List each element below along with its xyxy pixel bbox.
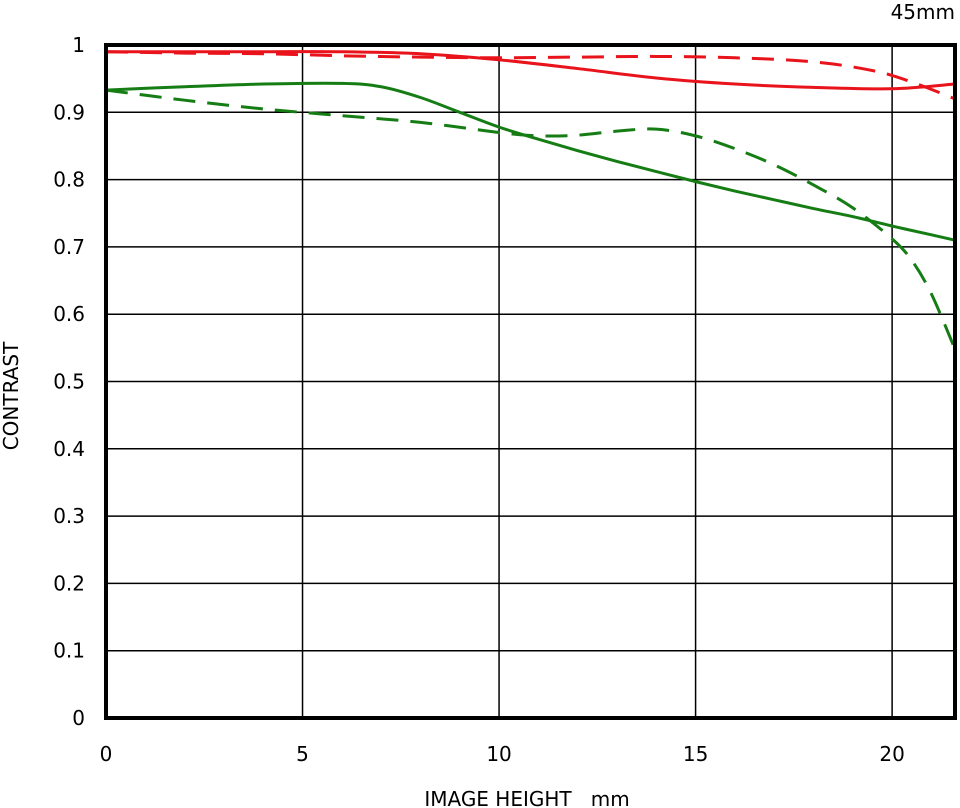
- y-tick-label: 0.7: [53, 235, 85, 259]
- series-group: [105, 50, 957, 350]
- y-tick-label: 1: [72, 33, 85, 57]
- series-line-1: [105, 50, 956, 91]
- x-axis-title: IMAGE HEIGHT mm: [424, 787, 629, 808]
- x-tick-label: 0: [100, 742, 113, 766]
- series-line-4: [105, 88, 957, 350]
- y-tick-label: 0.6: [53, 302, 85, 326]
- y-tick-label: 0.3: [53, 504, 85, 528]
- x-tick-label: 20: [879, 742, 904, 766]
- x-tick-label: 5: [296, 742, 309, 766]
- y-axis-title: CONTRAST: [0, 341, 23, 450]
- y-tick-label: 0.8: [53, 168, 85, 192]
- series-line-3: [105, 81, 956, 242]
- grid: [105, 44, 955, 719]
- y-tick-label: 0.5: [53, 370, 85, 394]
- y-tick-label: 0.9: [53, 100, 85, 124]
- y-tick-label: 0: [72, 706, 85, 730]
- x-tick-label: 10: [486, 742, 511, 766]
- x-tick-label: 15: [683, 742, 708, 766]
- series-line-2: [105, 50, 956, 101]
- x-tick-labels: 0 5 10 15 20: [100, 742, 905, 766]
- y-tick-labels: 0 0.1 0.2 0.3 0.4 0.5 0.6 0.7 0.8 0.9 1: [53, 33, 85, 730]
- plot-frame: [104, 43, 957, 720]
- chart-title: 45mm: [891, 0, 955, 24]
- y-tick-label: 0.1: [53, 639, 85, 663]
- y-tick-label: 0.4: [53, 437, 85, 461]
- y-tick-label: 0.2: [53, 571, 85, 595]
